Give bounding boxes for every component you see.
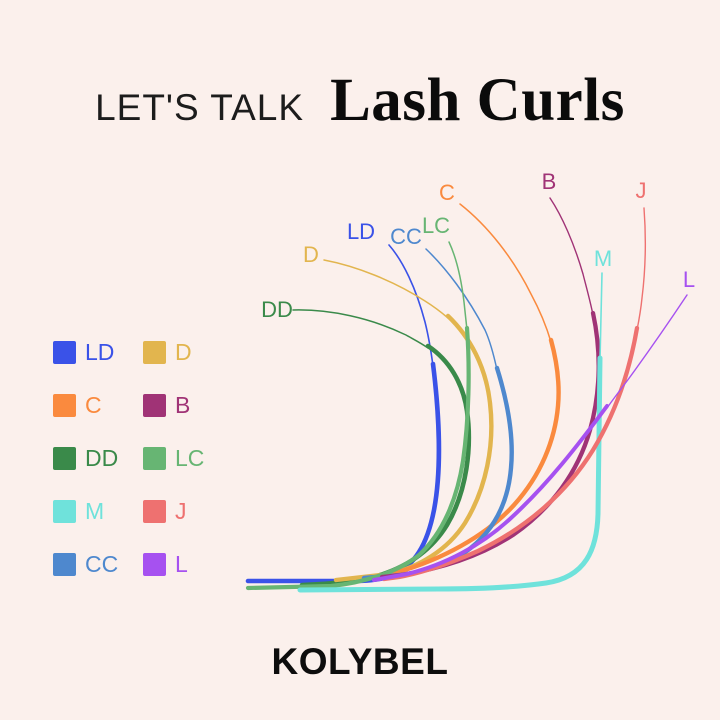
- curve-M: M: [297, 246, 612, 593]
- curve-B-tip: [549, 197, 594, 316]
- curve-label-J: J: [636, 178, 647, 203]
- legend-item-L: L: [143, 553, 217, 576]
- legend-item-LD: LD: [53, 341, 127, 364]
- curve-D: D: [303, 242, 494, 583]
- legend-item-D: D: [143, 341, 217, 364]
- curve-M-tip: [599, 272, 603, 361]
- curve-D-body: [333, 313, 494, 583]
- curve-label-CC: CC: [390, 224, 422, 249]
- legend-item-CC: CC: [53, 553, 127, 576]
- curve-CC-tip: [425, 248, 498, 371]
- legend-column-1: LD C DD M CC: [53, 341, 127, 576]
- legend-label-B: B: [175, 392, 191, 418]
- curve-LC-tip: [448, 241, 468, 331]
- legend-label-L: L: [175, 551, 188, 577]
- curve-M-body: [297, 355, 603, 593]
- legend-label-D: D: [175, 339, 192, 365]
- curve-L-body: [372, 404, 609, 582]
- curve-label-B: B: [542, 169, 557, 194]
- curl-legend: LD C DD M CC D B LC J L: [53, 341, 217, 576]
- legend-swatch-LC: [143, 447, 166, 470]
- legend-label-LC: LC: [175, 445, 205, 471]
- curve-LD: LD: [245, 219, 442, 584]
- curve-label-L: L: [683, 267, 695, 292]
- legend-label-C: C: [85, 392, 102, 418]
- curve-LC-body: [245, 325, 471, 591]
- curve-J-tip: [636, 207, 647, 331]
- curve-DD-tip: [292, 309, 429, 349]
- legend-item-J: J: [143, 500, 217, 523]
- curve-LC: LC: [245, 213, 471, 591]
- curve-L-tip: [606, 294, 688, 409]
- curve-L: L: [372, 267, 695, 582]
- curve-label-DD: DD: [261, 297, 293, 322]
- title-prefix: LET'S TALK: [95, 87, 305, 128]
- curve-J: J: [381, 178, 647, 582]
- curve-C-body: [367, 337, 561, 581]
- legend-swatch-D: [143, 341, 166, 364]
- curve-label-LD: LD: [347, 219, 375, 244]
- brand-logo: KOLYBEL: [271, 641, 449, 682]
- legend-label-DD: DD: [85, 445, 119, 471]
- legend-item-C: C: [53, 394, 127, 417]
- legend-item-B: B: [143, 394, 217, 417]
- legend-swatch-M: [53, 500, 76, 523]
- legend-swatch-C: [53, 394, 76, 417]
- legend-label-LD: LD: [85, 339, 115, 365]
- curve-C: C: [367, 180, 561, 581]
- legend-swatch-B: [143, 394, 166, 417]
- legend-swatch-L: [143, 553, 166, 576]
- curve-C-tip: [459, 203, 552, 343]
- legend-column-2: D B LC J L: [143, 341, 217, 576]
- legend-swatch-J: [143, 500, 166, 523]
- curve-LD-body: [245, 361, 442, 584]
- legend-item-M: M: [53, 500, 127, 523]
- curve-LD-tip: [388, 244, 434, 367]
- legend-label-M: M: [85, 498, 105, 524]
- curve-label-LC: LC: [422, 213, 450, 238]
- legend-label-J: J: [175, 498, 187, 524]
- legend-label-CC: CC: [85, 551, 119, 577]
- curve-label-D: D: [303, 242, 319, 267]
- curve-label-C: C: [439, 180, 455, 205]
- legend-swatch-LD: [53, 341, 76, 364]
- legend-swatch-CC: [53, 553, 76, 576]
- page-title: LET'S TALK Lash Curls: [0, 66, 720, 136]
- legend-item-DD: DD: [53, 447, 127, 470]
- curve-label-M: M: [594, 246, 612, 271]
- title-main: Lash Curls: [330, 67, 625, 134]
- legend-item-LC: LC: [143, 447, 217, 470]
- curve-D-tip: [323, 259, 449, 319]
- legend-swatch-DD: [53, 447, 76, 470]
